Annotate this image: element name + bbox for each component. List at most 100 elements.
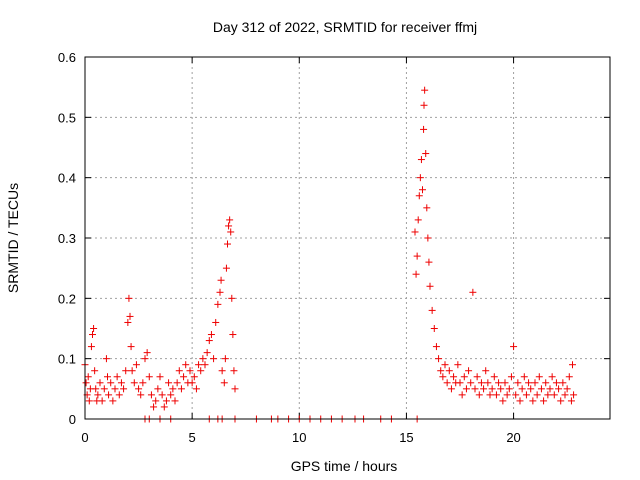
data-point <box>145 373 153 381</box>
data-point <box>107 379 115 387</box>
data-point <box>201 361 209 369</box>
data-point <box>222 264 230 272</box>
data-point <box>480 385 488 393</box>
data-point <box>87 343 95 351</box>
y-tick-label: 0.5 <box>58 110 76 125</box>
x-tick-label: 20 <box>506 430 520 445</box>
data-point <box>156 373 164 381</box>
data-point <box>169 385 177 393</box>
data-point <box>147 391 155 399</box>
x-axis-label: GPS time / hours <box>291 458 398 474</box>
data-point <box>473 373 481 381</box>
data-point <box>518 385 526 393</box>
data-point <box>533 391 541 399</box>
data-point <box>221 355 229 363</box>
data-point <box>225 222 233 230</box>
data-point <box>420 101 428 109</box>
y-tick-label: 0.2 <box>58 291 76 306</box>
data-point <box>89 331 96 339</box>
data-point <box>527 385 535 393</box>
axis-ticks: 0 0.1 0.2 0.3 0.4 0.5 0.6 0 5 10 15 20 <box>58 50 610 445</box>
data-point <box>227 228 235 236</box>
data-point <box>555 385 563 393</box>
data-point <box>91 367 99 375</box>
data-point <box>230 367 238 375</box>
data-point <box>126 312 134 320</box>
data-point <box>109 397 117 405</box>
data-point <box>537 385 545 393</box>
data-point <box>430 325 438 332</box>
data-point <box>226 216 234 224</box>
data-point <box>421 86 429 94</box>
plot-frame <box>84 56 611 420</box>
x-tick-label: 15 <box>399 430 413 445</box>
data-point <box>207 331 215 339</box>
y-tick-label: 0.4 <box>58 171 76 186</box>
data-point <box>216 288 224 296</box>
data-point <box>205 337 213 345</box>
data-point <box>565 373 573 381</box>
data-point <box>125 294 133 302</box>
data-point <box>445 367 453 375</box>
data-point <box>180 373 188 381</box>
data-point <box>497 385 505 393</box>
data-point <box>439 373 447 381</box>
chart-title: Day 312 of 2022, SRMTID for receiver ffm… <box>213 19 477 35</box>
y-tick-label: 0.6 <box>58 50 76 65</box>
data-point <box>82 379 90 387</box>
data-point <box>154 385 162 393</box>
data-point <box>415 192 423 200</box>
data-point <box>456 379 464 387</box>
data-point <box>531 379 539 387</box>
data-point <box>424 234 432 242</box>
data-point <box>542 379 550 387</box>
data-point <box>458 391 466 399</box>
data-point <box>540 397 548 405</box>
data-point <box>507 373 515 381</box>
data-point <box>546 385 554 393</box>
data-point <box>98 397 106 405</box>
data-point <box>120 385 128 393</box>
data-point <box>175 367 183 375</box>
data-point <box>505 385 513 393</box>
scatter-points <box>81 86 578 423</box>
data-point <box>423 204 431 212</box>
data-point <box>160 403 168 411</box>
data-point <box>441 361 449 369</box>
data-point <box>152 397 160 405</box>
data-point <box>425 258 433 266</box>
data-point <box>177 385 185 393</box>
data-point <box>550 391 558 399</box>
data-point <box>85 397 93 405</box>
data-point <box>419 186 426 194</box>
data-point <box>426 282 434 290</box>
data-point <box>188 379 196 387</box>
data-point <box>414 216 422 224</box>
data-point <box>212 318 220 326</box>
data-point <box>454 361 462 369</box>
data-point <box>217 276 225 284</box>
data-point <box>535 373 543 381</box>
data-point <box>516 397 524 405</box>
data-point <box>561 391 569 399</box>
data-point <box>529 397 537 405</box>
data-point <box>477 379 485 387</box>
data-point <box>195 361 203 369</box>
data-point <box>471 385 479 393</box>
data-point <box>522 391 530 399</box>
y-tick-label: 0 <box>69 412 76 427</box>
data-point <box>203 349 211 357</box>
data-point <box>490 373 498 381</box>
data-point <box>186 367 194 375</box>
data-point <box>462 385 470 393</box>
data-point <box>96 379 104 387</box>
data-point <box>488 385 496 393</box>
data-point <box>422 150 430 158</box>
data-point <box>475 391 483 399</box>
data-point <box>171 397 179 405</box>
data-point <box>122 367 130 375</box>
data-point <box>552 379 560 387</box>
data-point <box>469 288 477 296</box>
data-point <box>130 379 138 387</box>
data-point <box>197 367 205 375</box>
